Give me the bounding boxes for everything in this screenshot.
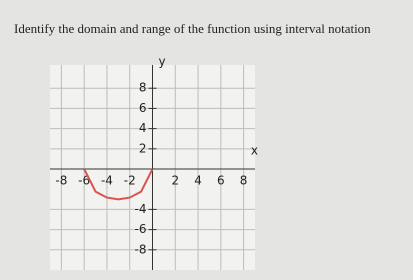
x-tick-label: 2 xyxy=(171,174,179,188)
x-tick-label: 4 xyxy=(194,174,202,188)
y-tick-label: -6 xyxy=(135,222,147,236)
question: Identify the domain and range of the fun… xyxy=(14,21,371,36)
y-tick-label: 6 xyxy=(139,101,147,115)
y-axis-label: y xyxy=(159,55,166,69)
y-tick-label: -4 xyxy=(135,202,147,216)
curve xyxy=(83,168,154,201)
y-tick-label: 2 xyxy=(139,141,147,155)
x-tick-label: 8 xyxy=(240,174,248,188)
y-tick-label: 4 xyxy=(139,121,147,135)
y-tick-label: 8 xyxy=(139,81,147,95)
x-tick-label: -2 xyxy=(124,174,136,188)
x-tick-label: 6 xyxy=(217,174,225,188)
x-axis-label: x xyxy=(251,144,258,158)
x-tick-label: -6 xyxy=(78,174,90,188)
x-tick-label: -8 xyxy=(55,174,67,188)
x-tick-label: -4 xyxy=(101,174,113,188)
y-tick-label: -8 xyxy=(135,242,147,256)
